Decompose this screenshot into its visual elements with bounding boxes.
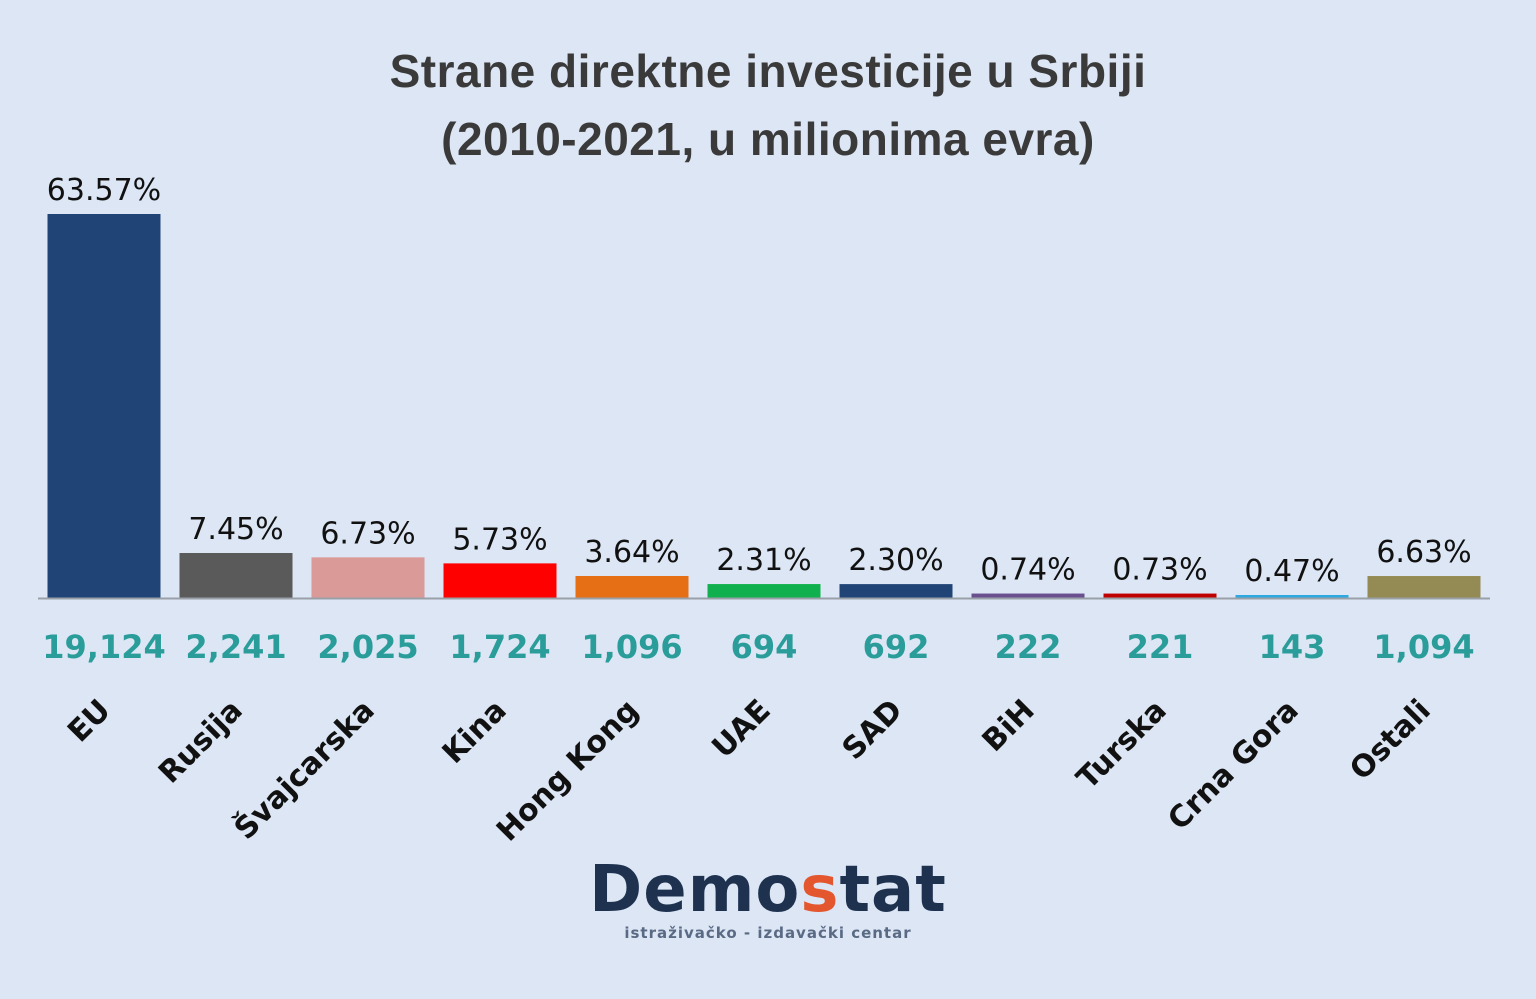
category-tick-label: BiH xyxy=(976,693,1042,759)
demostat-logo: Demostat istraživačko - izdavački centar xyxy=(0,858,1536,942)
percent-label: 6.73% xyxy=(320,516,415,551)
percent-label: 2.31% xyxy=(716,543,811,578)
bar xyxy=(575,575,689,598)
bar xyxy=(311,557,425,598)
bar xyxy=(1103,593,1217,598)
value-label: 1,094 xyxy=(1373,628,1474,666)
value-label: 2,025 xyxy=(317,628,418,666)
chart-subtitle: (2010-2021, u milionima evra) xyxy=(441,113,1095,165)
bar xyxy=(707,584,821,598)
bar xyxy=(443,563,557,598)
bar xyxy=(1235,595,1349,598)
logo-word-start: Demo xyxy=(589,853,801,927)
value-label: 143 xyxy=(1259,628,1326,666)
value-label: 2,241 xyxy=(185,628,286,666)
category-tick-label: SAD xyxy=(836,693,910,767)
percent-label: 7.45% xyxy=(188,512,283,547)
bar xyxy=(179,553,293,598)
logo-tagline: istraživačko - izdavački centar xyxy=(624,924,912,942)
category-tick-label: EU xyxy=(61,693,117,749)
logo-word-end: tat xyxy=(839,853,947,927)
category-tick-label: Hong Kong xyxy=(490,693,646,849)
logo-word-accent: s xyxy=(800,853,840,927)
category-tick-label: Ostali xyxy=(1343,693,1437,787)
value-label: 19,124 xyxy=(42,628,165,666)
value-label: 1,724 xyxy=(449,628,550,666)
category-tick-label: Rusija xyxy=(152,693,250,791)
value-label: 1,096 xyxy=(581,628,682,666)
category-tick-label: Turska xyxy=(1070,693,1174,797)
percent-label: 5.73% xyxy=(452,522,547,557)
percent-label: 3.64% xyxy=(584,535,679,570)
category-tick-label: UAE xyxy=(705,693,777,765)
category-tick-label: Švajcarska xyxy=(226,691,381,846)
category-tick-label: Crna Gora xyxy=(1161,693,1305,837)
value-label: 692 xyxy=(863,628,930,666)
bar xyxy=(839,584,953,598)
percent-label: 0.73% xyxy=(1112,553,1207,588)
bar xyxy=(971,593,1085,598)
value-label: 222 xyxy=(995,628,1062,666)
percent-label: 0.74% xyxy=(980,553,1075,588)
bar xyxy=(1367,576,1481,598)
logo-wordmark: Demostat xyxy=(0,858,1536,922)
value-label: 221 xyxy=(1127,628,1194,666)
percent-label: 6.63% xyxy=(1376,535,1471,570)
bar xyxy=(47,214,161,598)
percent-label: 2.30% xyxy=(848,543,943,578)
bar-chart: 63.57% 19,124 EU 7.45% 2,241 Rusija 6.73% 2,025… xyxy=(38,173,1490,849)
value-label: 694 xyxy=(731,628,798,666)
percent-label: 63.57% xyxy=(47,173,161,208)
percent-label: 0.47% xyxy=(1244,554,1339,589)
category-tick-label: Kina xyxy=(436,693,514,771)
chart-title: Strane direktne investicije u Srbiji xyxy=(389,45,1147,97)
